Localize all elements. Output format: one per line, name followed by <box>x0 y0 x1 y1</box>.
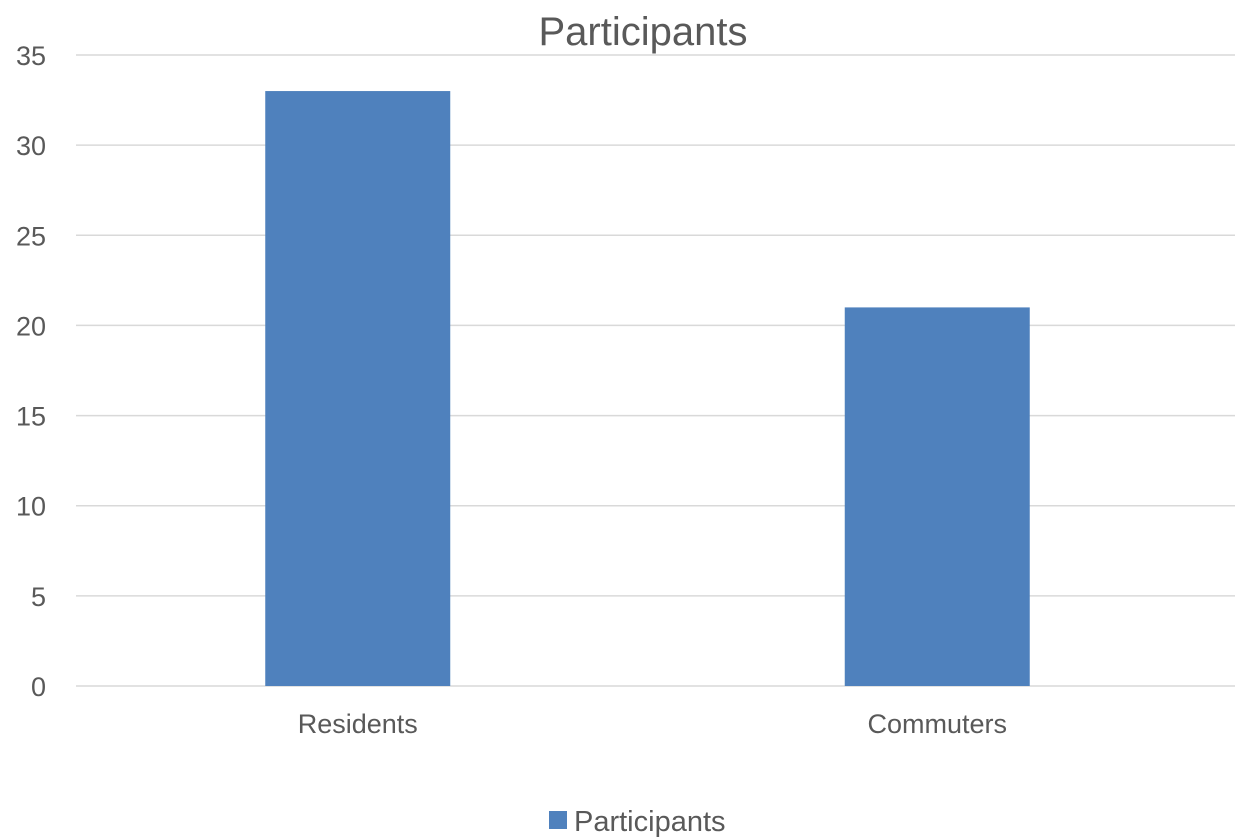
y-tick-label: 20 <box>16 311 46 341</box>
x-axis-tick-labels: Residents Commuters <box>298 709 1007 739</box>
x-tick-label: Residents <box>298 709 418 739</box>
y-tick-label: 5 <box>31 582 46 612</box>
chart-title: Participants <box>539 10 748 54</box>
bar-commuters <box>844 307 1030 686</box>
y-tick-label: 30 <box>16 131 46 161</box>
bars <box>265 91 1030 687</box>
legend: Participants <box>549 806 726 838</box>
legend-label-participants: Participants <box>574 806 726 838</box>
y-tick-label: 25 <box>16 221 46 251</box>
legend-swatch-participants <box>549 811 567 829</box>
x-tick-label: Commuters <box>867 709 1007 739</box>
y-tick-label: 15 <box>16 402 46 432</box>
y-tick-label: 10 <box>16 492 46 522</box>
y-tick-label: 0 <box>31 672 46 702</box>
gridlines <box>76 54 1235 687</box>
y-axis-tick-labels: 0 5 10 15 20 25 30 35 <box>16 41 46 702</box>
bar-residents <box>265 91 451 687</box>
y-tick-label: 35 <box>16 41 46 71</box>
